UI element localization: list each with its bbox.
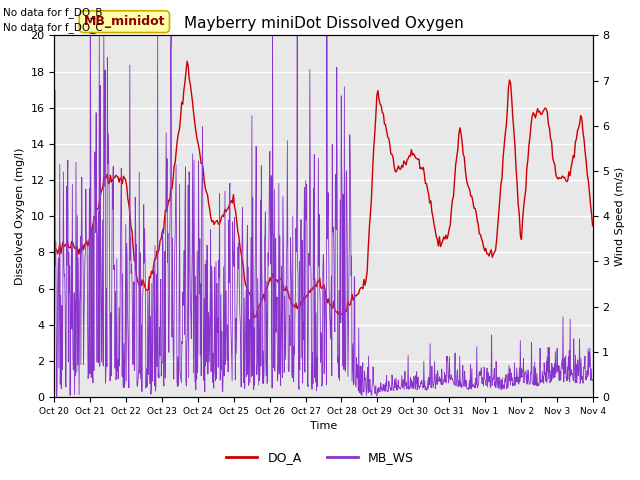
Y-axis label: Wind Speed (m/s): Wind Speed (m/s) [615, 167, 625, 266]
Text: No data for f_DO_C: No data for f_DO_C [3, 22, 103, 33]
Y-axis label: Dissolved Oxygen (mg/l): Dissolved Oxygen (mg/l) [15, 147, 25, 285]
X-axis label: Time: Time [310, 421, 337, 432]
Text: No data for f_DO_B: No data for f_DO_B [3, 7, 102, 18]
Legend: DO_A, MB_WS: DO_A, MB_WS [221, 446, 419, 469]
Title: Mayberry miniDot Dissolved Oxygen: Mayberry miniDot Dissolved Oxygen [184, 16, 463, 32]
Text: MB_minidot: MB_minidot [84, 15, 165, 28]
